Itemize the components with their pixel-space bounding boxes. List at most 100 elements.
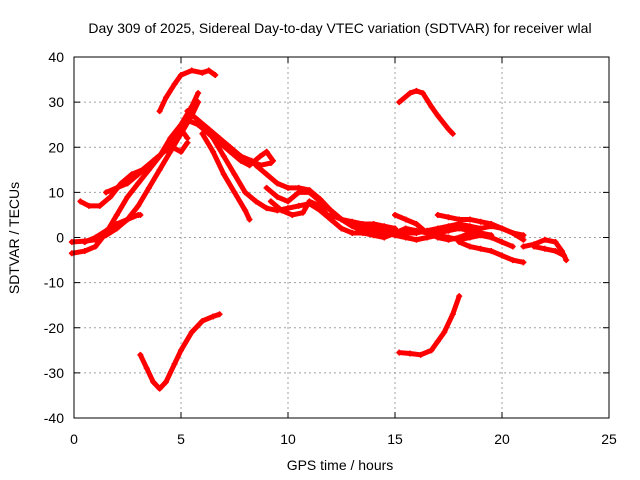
data-point <box>413 236 420 243</box>
data-point <box>156 166 163 173</box>
data-point <box>445 126 452 133</box>
data-point <box>124 180 131 187</box>
data-point <box>552 248 559 255</box>
data-point <box>477 218 484 225</box>
data-point <box>434 338 441 345</box>
data-point <box>267 160 274 167</box>
data-point <box>77 198 84 205</box>
series-arc-07 <box>137 311 223 392</box>
data-point <box>338 225 345 232</box>
data-point <box>349 218 356 225</box>
data-point <box>113 211 120 218</box>
data-point <box>220 171 227 178</box>
data-point <box>246 162 253 169</box>
series-line <box>396 88 456 137</box>
data-point <box>205 67 212 74</box>
data-point <box>349 229 356 236</box>
x-tick-label: 15 <box>387 431 403 447</box>
x-tick-label: 5 <box>177 431 185 447</box>
data-point <box>81 248 88 255</box>
data-point <box>520 259 527 266</box>
data-point <box>107 193 114 200</box>
data-point <box>227 144 234 151</box>
data-point <box>381 234 388 241</box>
data-point <box>163 378 170 385</box>
data-point <box>195 90 202 97</box>
data-series <box>68 67 570 392</box>
series-line <box>137 311 223 392</box>
data-point <box>428 103 435 110</box>
data-point <box>531 243 538 250</box>
series-arc-17 <box>434 211 527 239</box>
data-point <box>441 329 448 336</box>
data-point <box>563 257 570 264</box>
data-point <box>135 171 142 178</box>
data-point <box>81 239 88 246</box>
data-point <box>520 232 527 239</box>
data-point <box>413 87 420 94</box>
y-tick-label: 40 <box>48 49 64 65</box>
series-arc-15 <box>327 211 398 232</box>
y-tick-label: -40 <box>44 410 64 426</box>
data-point <box>466 243 473 250</box>
data-point <box>96 202 103 209</box>
axis-ticks: 0 5 10 15 20 25 -40 -30 -20 -10 0 10 20 30 40 <box>44 49 617 447</box>
series-line <box>268 198 494 240</box>
data-point <box>488 232 495 239</box>
data-point <box>184 117 191 124</box>
data-point <box>171 360 178 367</box>
data-point <box>406 90 413 97</box>
data-point <box>145 162 152 169</box>
data-point <box>137 211 144 218</box>
data-point <box>267 198 274 205</box>
data-point <box>242 189 249 196</box>
data-point <box>434 112 441 119</box>
data-point <box>413 220 420 227</box>
data-point <box>306 189 313 196</box>
data-point <box>231 171 238 178</box>
data-point <box>156 153 163 160</box>
data-point <box>231 189 238 196</box>
data-point <box>278 207 285 214</box>
data-point <box>499 252 505 259</box>
data-point <box>295 202 302 209</box>
data-point <box>499 225 505 232</box>
y-tick-label: 10 <box>48 184 64 200</box>
series-arc-22 <box>396 293 463 358</box>
data-point <box>402 216 409 223</box>
data-point <box>541 236 548 243</box>
data-point <box>237 153 244 160</box>
data-point <box>370 220 377 227</box>
data-point <box>178 347 184 354</box>
data-point <box>210 135 217 142</box>
data-point <box>145 184 152 191</box>
data-point <box>428 347 435 354</box>
data-point <box>167 135 174 142</box>
data-point <box>456 293 463 300</box>
y-tick-label: -20 <box>44 320 64 336</box>
data-point <box>434 211 441 218</box>
data-point <box>137 351 144 358</box>
data-point <box>477 245 484 252</box>
data-point <box>210 148 217 155</box>
series-arc-08 <box>184 117 277 169</box>
data-point <box>263 205 270 212</box>
y-tick-label: 0 <box>56 230 64 246</box>
series-line <box>69 126 190 256</box>
data-point <box>135 202 142 209</box>
data-point <box>150 378 157 385</box>
data-point <box>402 225 409 232</box>
x-tick-label: 20 <box>494 431 510 447</box>
data-point <box>274 193 281 200</box>
data-point <box>285 184 291 191</box>
data-point <box>466 216 473 223</box>
data-point <box>466 229 473 236</box>
y-tick-label: 20 <box>48 139 64 155</box>
data-point <box>113 220 120 227</box>
data-point <box>246 216 253 223</box>
y-axis-label: SDTVAR / TECUs <box>6 182 22 294</box>
data-point <box>242 207 249 214</box>
data-point <box>413 227 420 234</box>
data-point <box>488 248 495 255</box>
